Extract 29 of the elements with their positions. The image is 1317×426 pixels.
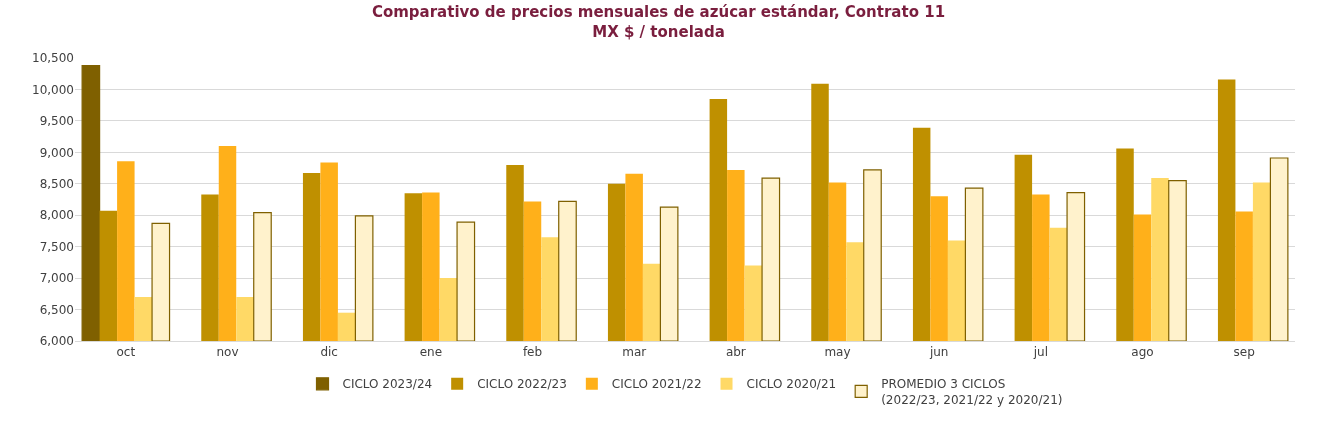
y-tick-label: 8,000 (39, 208, 74, 223)
legend-label: PROMEDIO 3 CICLOS (2022/23, 2021/22 y 2020/21) (881, 377, 1063, 407)
x-tick-label: ene (419, 345, 443, 360)
y-tick-label: 10,000 (32, 82, 74, 97)
x-tick-label: sep (1233, 345, 1255, 360)
legend-label: CICLO 2023/24 (342, 377, 433, 392)
y-tick-label: 7,000 (39, 271, 74, 286)
x-tick-label: nov (216, 345, 239, 360)
x-tick-label: mar (622, 345, 647, 360)
y-tick-label: 8,500 (39, 176, 74, 191)
chart-subtitle: MX $ / tonelada (592, 22, 725, 41)
y-tick-label: 10,500 (32, 51, 74, 66)
x-tick-label: ago (1131, 345, 1154, 360)
x-tick-label: oct (116, 345, 136, 360)
legend-label: CICLO 2021/22 (611, 377, 702, 392)
x-tick-label: jul (1032, 345, 1048, 360)
y-tick-label: 9,000 (39, 145, 74, 160)
y-tick-label: 9,500 (39, 114, 74, 129)
legend-label: CICLO 2020/21 (746, 377, 837, 392)
chart-title: Comparativo de precios mensuales de azúcar estándar, Contrato 11 (371, 3, 946, 22)
x-tick-label: may (824, 345, 851, 360)
x-tick-label: abr (725, 345, 746, 360)
y-tick-label: 6,500 (39, 302, 74, 317)
x-tick-label: feb (522, 345, 543, 360)
legend-label: CICLO 2022/23 (477, 377, 567, 392)
y-tick-label: 7,500 (39, 239, 74, 254)
y-tick-label: 6,000 (39, 334, 74, 349)
x-tick-label: dic (320, 345, 338, 360)
x-tick-label: jun (928, 345, 949, 360)
